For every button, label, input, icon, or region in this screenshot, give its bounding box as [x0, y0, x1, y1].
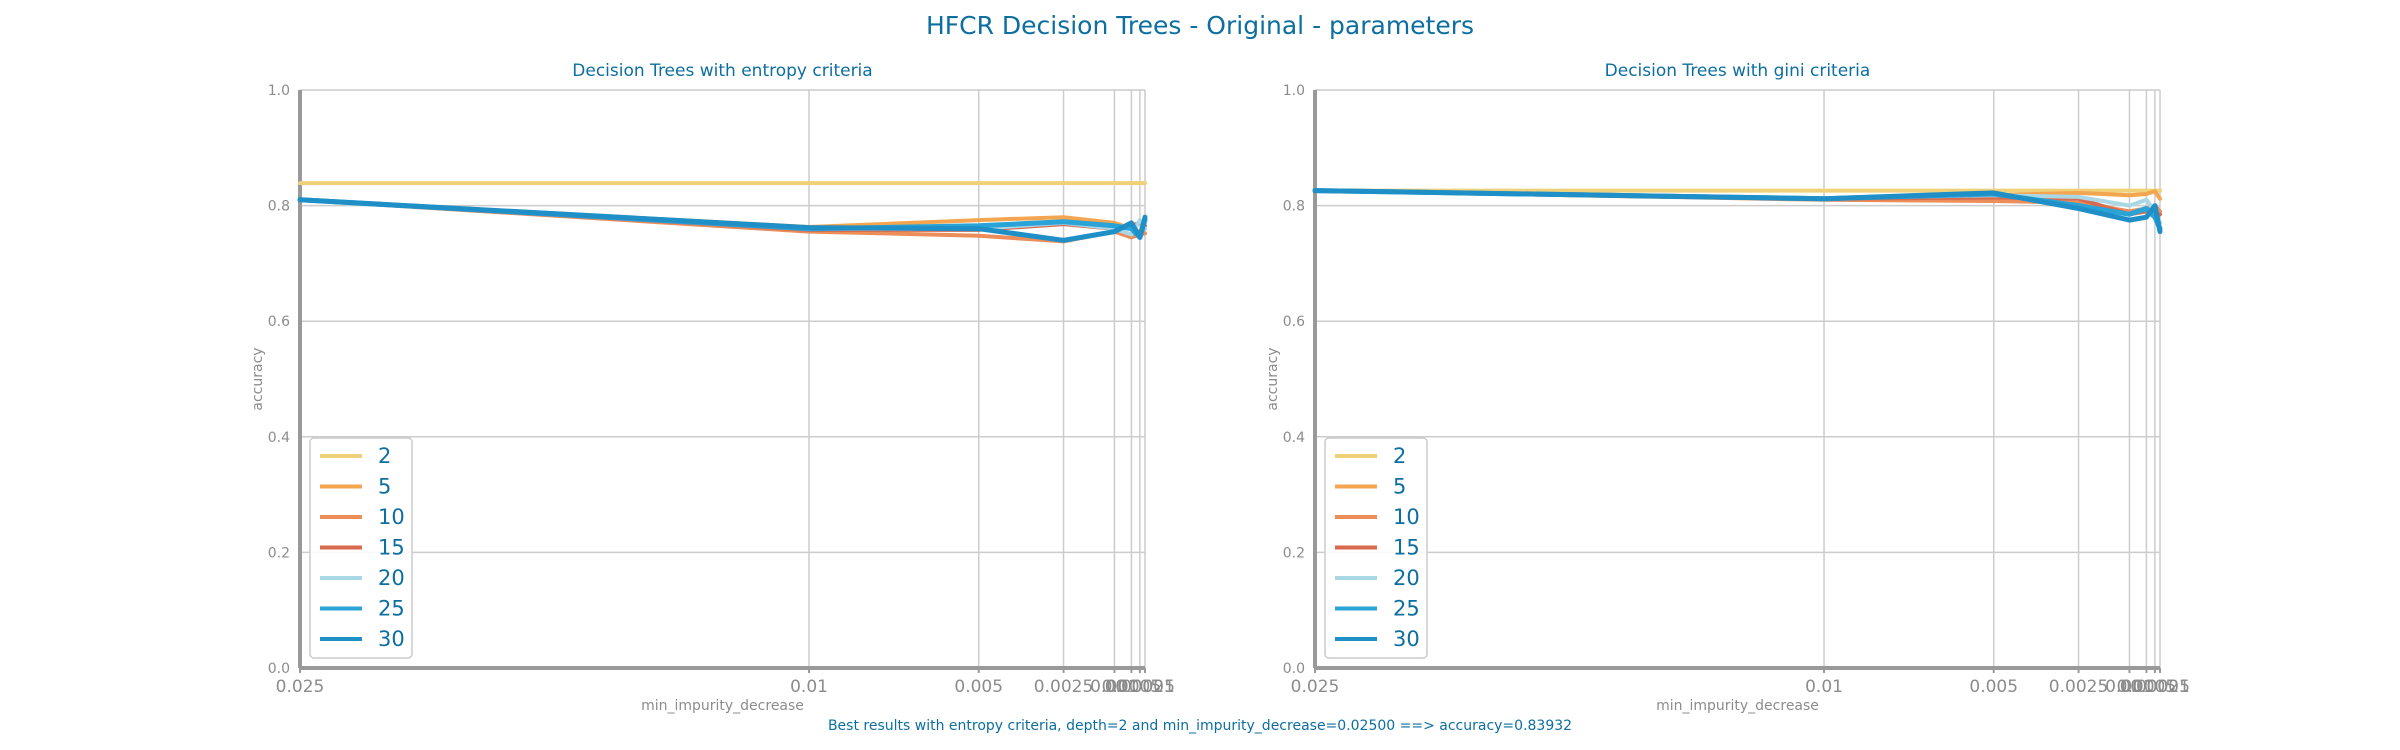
- y-axis-label: accuracy: [250, 347, 266, 410]
- y-tick-label: 0.4: [268, 430, 290, 446]
- figure-title: HFCR Decision Trees - Original - paramet…: [926, 11, 1474, 40]
- y-tick-label: 0.6: [268, 314, 290, 330]
- legend-label-15: 15: [378, 536, 405, 560]
- x-tick-label: 0.001: [1090, 677, 1139, 697]
- legend-label-30: 30: [1393, 627, 1420, 651]
- y-tick-label: 1.0: [268, 83, 290, 99]
- plot-gini: 0.00.20.40.60.81.00.025 0.01 0.005 0.00250.…: [1265, 61, 2190, 714]
- y-tick-label: 0.0: [268, 661, 290, 677]
- y-tick-label: 0.6: [1283, 314, 1305, 330]
- y-tick-label: 0.2: [1283, 545, 1305, 561]
- x-tick-label: 0.0025: [1034, 677, 1093, 697]
- y-axis-label: accuracy: [1265, 347, 1281, 410]
- plot-entropy: 0.00.20.40.60.81.00.025 0.01 0.005 0.00250.…: [250, 61, 1175, 714]
- legend-label-2: 2: [378, 444, 391, 468]
- x-tick-label: 0.0025: [2049, 677, 2108, 697]
- legend-label-30: 30: [378, 627, 405, 651]
- x-tick-label: 0.01: [1805, 677, 1843, 697]
- legend-label-10: 10: [1393, 505, 1420, 529]
- x-tick-label: 0.005: [954, 677, 1003, 697]
- x-tick-label: 0.00025: [2120, 677, 2190, 697]
- series-line-30: [297, 197, 1148, 243]
- x-tick-label: 0.0005: [1102, 677, 1161, 697]
- legend-label-5: 5: [1393, 475, 1406, 499]
- y-tick-label: 1.0: [1283, 83, 1305, 99]
- y-tick-label: 0.4: [1283, 430, 1305, 446]
- y-tick-label: 0.8: [1283, 199, 1305, 215]
- legend-label-2: 2: [1393, 444, 1406, 468]
- legend-label-10: 10: [378, 505, 405, 529]
- series-line-30: [1312, 188, 2163, 235]
- best-results-caption: Best results with entropy criteria, dept…: [827, 718, 1573, 734]
- x-tick-label: 0.001: [2105, 677, 2154, 697]
- x-tick-label: 0.0001: [2130, 677, 2189, 697]
- x-tick-label: 0.01: [790, 677, 828, 697]
- subplot-title: Decision Trees with gini criteria: [1605, 61, 1871, 81]
- x-tick-label: 0.0005: [2117, 677, 2176, 697]
- legend-label-20: 20: [378, 566, 405, 590]
- x-axis-label: min_impurity_decrease: [641, 698, 804, 714]
- legend-label-20: 20: [1393, 566, 1420, 590]
- x-tick-label: 0.025: [276, 677, 325, 697]
- legend-label-25: 25: [1393, 597, 1420, 621]
- legend-label-5: 5: [378, 475, 391, 499]
- y-tick-label: 0.8: [268, 199, 290, 215]
- x-axis-label: min_impurity_decrease: [1656, 698, 1819, 714]
- y-tick-label: 0.0: [1283, 661, 1305, 677]
- legend-label-25: 25: [378, 597, 405, 621]
- x-tick-label: 0.025: [1291, 677, 1340, 697]
- y-tick-label: 0.2: [268, 545, 290, 561]
- x-tick-label: 0.0001: [1115, 677, 1174, 697]
- x-tick-label: 0.005: [1969, 677, 2018, 697]
- legend-label-15: 15: [1393, 536, 1420, 560]
- x-tick-label: 0.00025: [1105, 677, 1175, 697]
- subplot-title: Decision Trees with entropy criteria: [572, 61, 872, 81]
